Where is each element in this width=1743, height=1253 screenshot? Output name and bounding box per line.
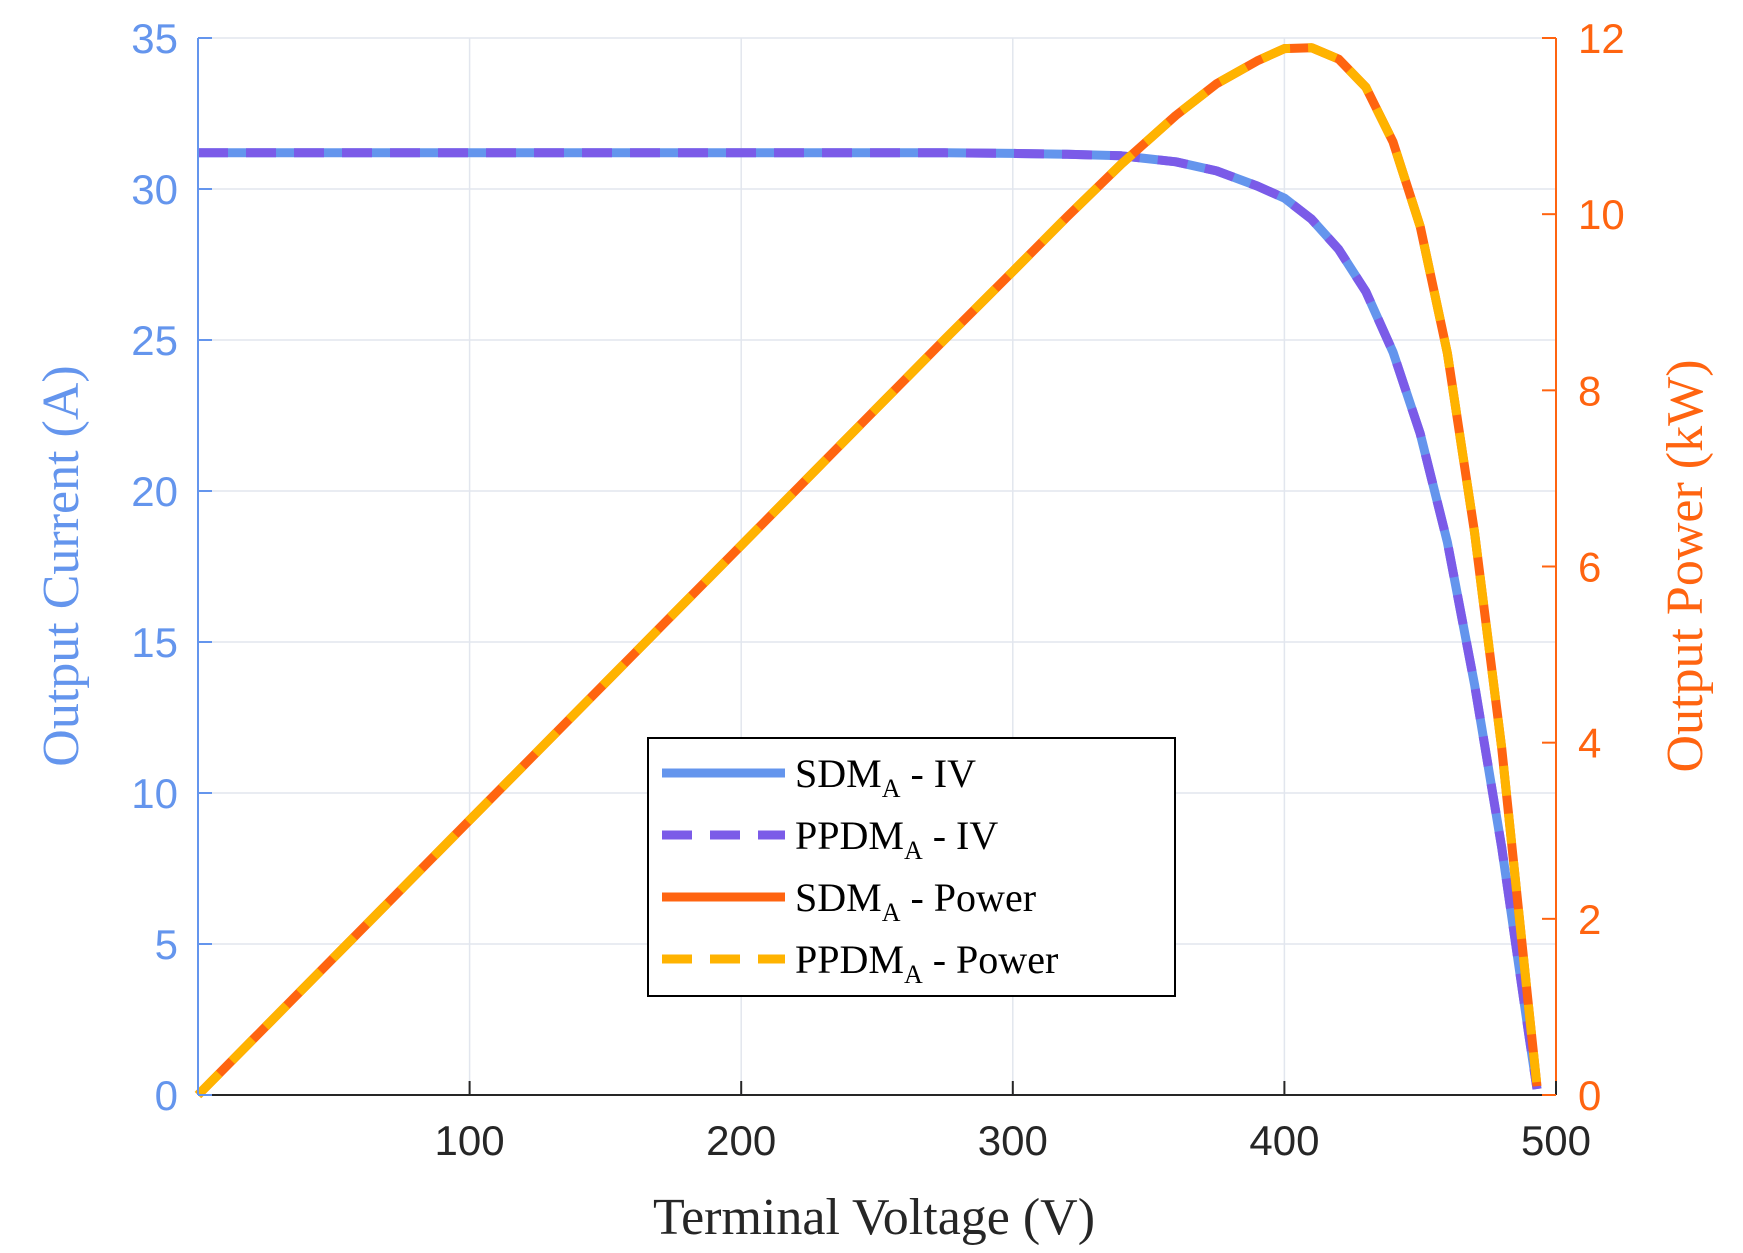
y-left-tick-label: 25 [131, 317, 178, 364]
x-tick-label: 500 [1521, 1117, 1591, 1164]
legend-entry-label: PPDMA - Power [795, 937, 1058, 989]
y-right-tick-label: 6 [1578, 544, 1601, 591]
legend-entry-label: SDMA - IV [795, 751, 976, 803]
y-left-tick-label: 5 [155, 921, 178, 968]
series-line-ppdm-iv [198, 148, 1542, 1090]
y-left-tick-label: 10 [131, 770, 178, 817]
x-axis-label: Terminal Voltage (V) [653, 1189, 1095, 1246]
legend-entry-label: SDMA - Power [795, 875, 1036, 927]
series-lines [194, 43, 1542, 1099]
y-right-tick-label: 12 [1578, 15, 1625, 62]
y-right-tick-label: 0 [1578, 1072, 1601, 1119]
legend-entry-label: PPDMA - IV [795, 813, 998, 865]
y-right-tick-label: 10 [1578, 191, 1625, 238]
y-right-tick-label: 4 [1578, 720, 1601, 767]
y-left-tick-label: 20 [131, 468, 178, 515]
series-line-ppdm-power [194, 43, 1542, 1099]
x-tick-label: 100 [435, 1117, 505, 1164]
x-tick-label: 400 [1249, 1117, 1319, 1164]
x-tick-label: 200 [706, 1117, 776, 1164]
y-left-tick-label: 0 [155, 1072, 178, 1119]
x-tick-label: 300 [978, 1117, 1048, 1164]
y-axis-right-label: Output Power (kW) [1657, 359, 1714, 772]
y-right-tick-label: 2 [1578, 896, 1601, 943]
y-left-tick-label: 35 [131, 15, 178, 62]
y-left-tick-label: 15 [131, 619, 178, 666]
y-left-tick-label: 30 [131, 166, 178, 213]
y-right-tick-label: 8 [1578, 367, 1601, 414]
y-axis-left-label: Output Current (A) [33, 365, 90, 766]
chart-legend: SDMA - IV PPDMA - IV SDMA - Power PPDMA - P… [647, 737, 1176, 997]
legend-box [647, 737, 1176, 997]
axes [197, 37, 1557, 1096]
